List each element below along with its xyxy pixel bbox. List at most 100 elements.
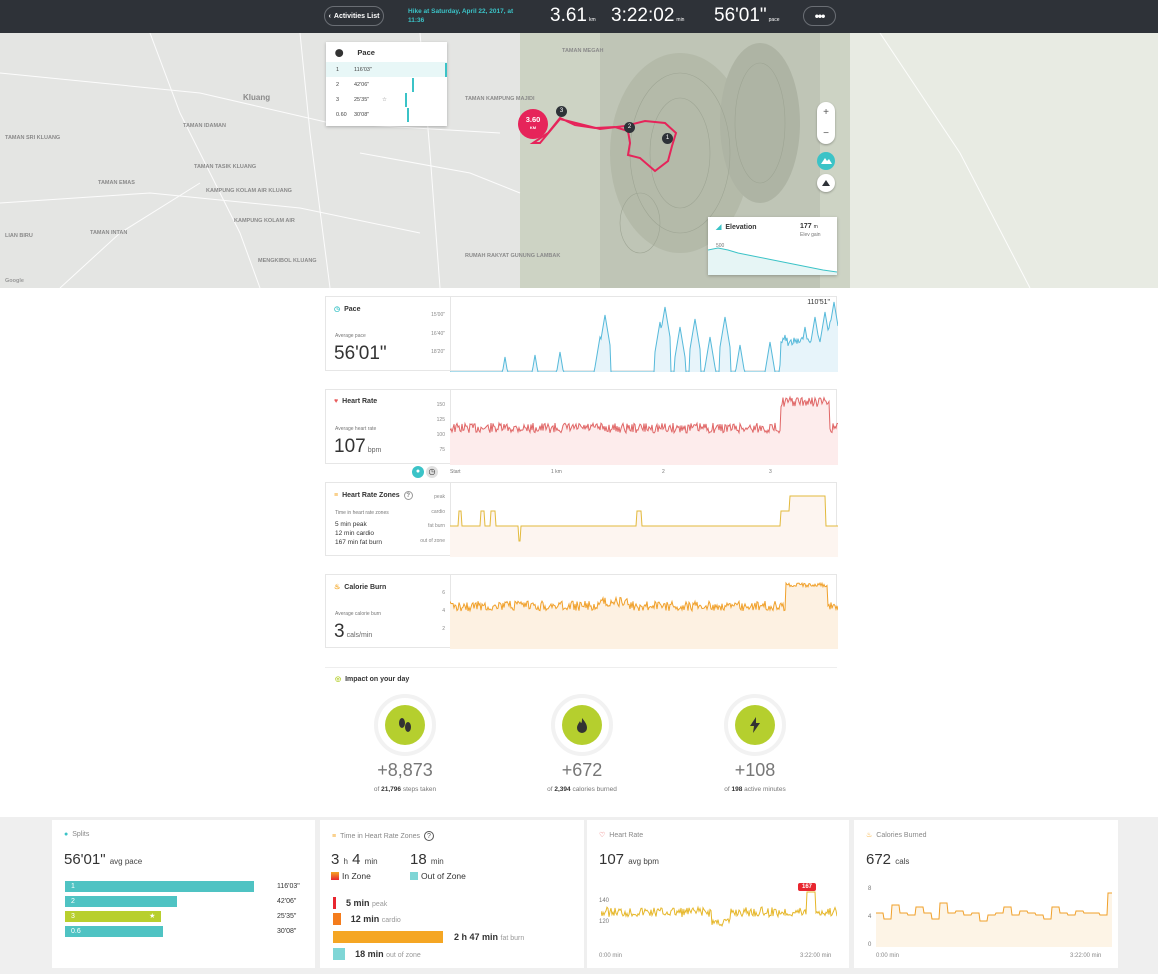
time-axis-toggle[interactable]: ◷ [426, 466, 438, 478]
zone-row-label: 12 min cardio [351, 914, 401, 924]
out-zone-minutes: 18 [410, 851, 427, 868]
hr-tick: 75 [439, 447, 445, 453]
x-axis-label: 3 [769, 469, 772, 475]
zone-duration: 18 min [355, 949, 384, 959]
elevation-popup: ◢ Elevation 177 m Elev gain 500 250 [708, 217, 837, 275]
peak-heart-rate-badge: 167 [798, 883, 817, 891]
zoom-out-button[interactable]: − [823, 128, 829, 139]
zoom-in-button[interactable]: + [823, 107, 829, 118]
pace-peak-label: 110'51" [807, 299, 830, 306]
zone-tick: fat burn [428, 523, 445, 529]
hr-tick: 150 [436, 402, 445, 408]
impact-of: of [547, 786, 553, 793]
split-number: 0.6 [71, 928, 81, 935]
zones-summary-line: 5 min peak [335, 521, 367, 528]
calorie-tick: 4 [442, 608, 445, 614]
split-bar [405, 93, 408, 107]
heart-rate-card-chart [601, 891, 837, 928]
route-map[interactable]: TAMAN MEGAH Kluang TAMAN IDAMAN TAMAN SR… [0, 33, 1158, 288]
chart-divider [450, 390, 451, 465]
divider [325, 667, 837, 668]
location-pin-icon: ⬤ [335, 47, 344, 57]
split-bar[interactable]: 1 [65, 881, 254, 892]
average-heart-rate-label: Average heart rate [335, 426, 377, 432]
distance-stat: 3.61 km [550, 5, 596, 27]
split-marker-2[interactable]: 2 [624, 122, 635, 133]
chevron-left-icon: ‹ [328, 12, 331, 20]
impact-steps-circle [374, 694, 436, 756]
cal-card-tick: 4 [868, 914, 872, 920]
footsteps-icon [399, 718, 411, 732]
zone-bar [333, 897, 336, 909]
split-marker-3[interactable]: 3 [556, 106, 567, 117]
more-options-button[interactable]: ••• [803, 6, 836, 26]
zones-card: ≡ Time in Heart Rate Zones? 3 h 4 min In … [320, 820, 584, 968]
impact-of: of [373, 786, 380, 793]
pace-unit: pace [768, 17, 780, 23]
pace-popup-row[interactable]: 3 25'35" ☆ [326, 92, 447, 107]
x-axis-label: 1 km [551, 469, 562, 475]
hr-card-x-end: 3:22:00 min [800, 953, 832, 959]
split-bar [445, 63, 447, 77]
pace-popup-row[interactable]: 2 42'06" [326, 77, 447, 92]
out-zone-legend: Out of Zone [410, 871, 466, 881]
chart-area [450, 302, 838, 372]
average-heart-rate-unit: bpm [367, 447, 382, 454]
impact-of: of [724, 786, 730, 793]
pace-value: 56'01" [714, 5, 767, 26]
zone-name: fat burn [500, 935, 525, 942]
zone-name: cardio [381, 917, 401, 924]
zones-summary-line: 12 min cardio [335, 530, 375, 537]
map-terrain [0, 33, 1158, 288]
split-marker-1[interactable]: 1 [662, 133, 673, 144]
hr-card-tick: 120 [599, 919, 610, 925]
split-pace: 42'06" [277, 898, 297, 905]
chart-line [450, 581, 838, 613]
heart-rate-chart-title: Heart Rate [342, 398, 378, 405]
pace-popup-row[interactable]: 0.60 30'08" [326, 107, 447, 122]
impact-active-total: 198 [731, 786, 743, 793]
impact-calories-sub: of 2,394 calories burned [522, 786, 642, 793]
average-heart-rate-value: 107 [334, 436, 366, 457]
satellite-view-button[interactable] [817, 174, 835, 192]
chart-divider [450, 297, 451, 372]
current-position-marker[interactable]: 3.60 KM [518, 109, 548, 139]
calories-card-value: 672 [866, 851, 892, 868]
impact-calories-value: +672 [561, 760, 603, 780]
split-pace: 116'03" [277, 883, 300, 890]
split-bar[interactable]: 0.6 [65, 926, 164, 937]
map-label: TAMAN KAMPUNG MAJIDI [465, 96, 535, 102]
google-logo: Google [5, 278, 24, 284]
pace-popup-rows: 1 116'03" 2 42'06" 3 25'35" ☆ 0.60 30'08" [326, 62, 447, 122]
activities-list-label: Activities List [333, 12, 380, 20]
zone-row-label: 18 min out of zone [355, 949, 421, 959]
zone-row-label: 2 h 47 min fat burn [454, 932, 524, 942]
zone-bar [333, 931, 443, 943]
average-pace-label: Average pace [335, 333, 366, 339]
zone-name: out of zone [386, 952, 421, 959]
map-label: Kluang [243, 93, 271, 102]
pace-popup-title: Pace [357, 47, 375, 57]
split-number: 3 [71, 913, 75, 920]
pace-popup-row[interactable]: 1 116'03" [326, 62, 447, 77]
distance-axis-toggle[interactable]: ● [412, 466, 424, 478]
heart-rate-card-label: avg bpm [628, 857, 659, 866]
split-bar[interactable]: 2 [65, 896, 177, 907]
zones-info-button[interactable]: ? [403, 491, 413, 500]
map-label: LIAN BIRU [5, 233, 33, 239]
zones-sub-label: Time in heart rate zones [335, 510, 389, 516]
cal-card-tick: 0 [868, 942, 872, 948]
pace-line-chart [450, 301, 838, 372]
split-number: 3 [336, 96, 340, 103]
elevation-gain-label: Elev gain [800, 232, 821, 238]
split-pace: 25'35" [277, 913, 297, 920]
impact-active-value: +108 [734, 760, 776, 780]
split-bar[interactable]: 3 ★ [65, 911, 162, 922]
calorie-burn-title: Calorie Burn [344, 583, 387, 591]
activities-list-button[interactable]: ‹ Activities List [324, 6, 384, 26]
terrain-view-button[interactable] [817, 152, 835, 170]
zones-card-info-button[interactable]: ? [423, 831, 434, 841]
hours-unit: h [343, 857, 348, 866]
splits-avg-label: avg pace [109, 857, 143, 866]
split-number: 0.60 [336, 111, 347, 118]
